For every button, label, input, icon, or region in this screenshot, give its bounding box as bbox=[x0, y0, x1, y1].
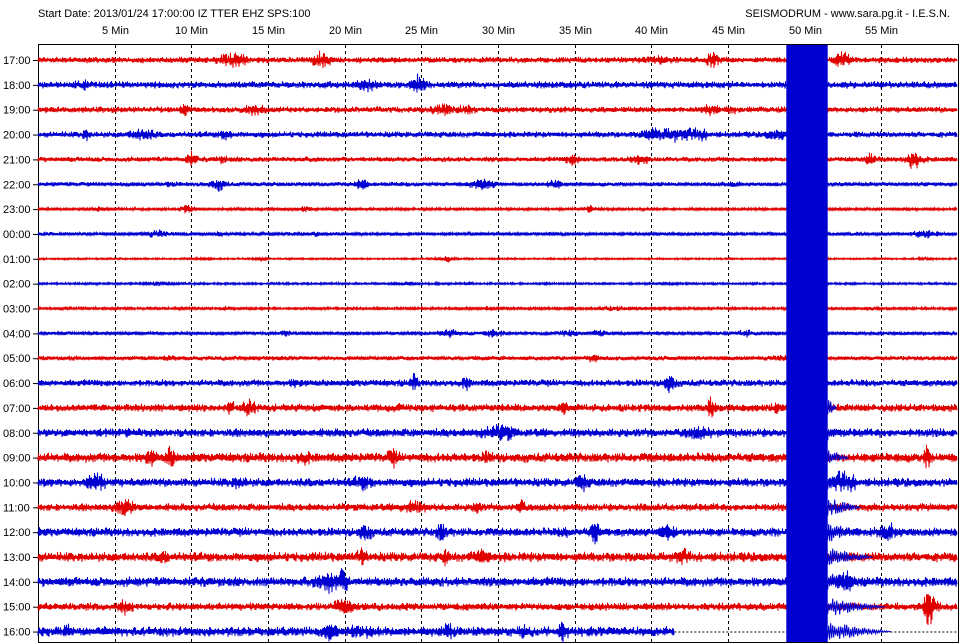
x-tick-label: 35 Min bbox=[559, 25, 592, 37]
hour-label: 02:00 bbox=[3, 279, 31, 291]
earthquake-event bbox=[786, 45, 891, 642]
event-coda bbox=[827, 499, 861, 516]
x-tick-label: 40 Min bbox=[635, 25, 668, 37]
event-coda bbox=[827, 524, 867, 542]
hour-label: 13:00 bbox=[3, 552, 31, 564]
hour-label: 23:00 bbox=[3, 204, 31, 216]
minute-tick-labels: 5 Min 10 Min 15 Min 20 Min 25 Min 30 Min 35 Mi… bbox=[102, 25, 898, 37]
hour-label: 20:00 bbox=[3, 130, 31, 142]
x-tick-label: 50 Min bbox=[789, 25, 822, 37]
header-start-info: Start Date: 2013/01/24 17:00:00 IZ TTER … bbox=[38, 8, 311, 20]
x-tick-label: 20 Min bbox=[329, 25, 362, 37]
hour-label: 00:00 bbox=[3, 229, 31, 241]
hour-label: 06:00 bbox=[3, 378, 31, 390]
event-coda bbox=[827, 400, 838, 415]
event-coda bbox=[827, 623, 891, 640]
hour-label: 04:00 bbox=[3, 328, 31, 340]
x-tick-label: 15 Min bbox=[252, 25, 285, 37]
hour-label: 01:00 bbox=[3, 254, 31, 266]
x-tick-label: 25 Min bbox=[405, 25, 438, 37]
event-coda bbox=[827, 450, 850, 463]
event-coda bbox=[827, 598, 885, 616]
plot-border bbox=[38, 44, 959, 643]
hour-label: 11:00 bbox=[3, 502, 30, 514]
hour-label: 05:00 bbox=[3, 353, 31, 365]
hour-label: 14:00 bbox=[3, 577, 31, 589]
event-coda bbox=[827, 476, 856, 490]
hour-label: 17:00 bbox=[3, 55, 31, 67]
hour-label: 21:00 bbox=[3, 154, 31, 166]
hour-label: 15:00 bbox=[3, 602, 31, 614]
hour-label: 22:00 bbox=[3, 179, 31, 191]
x-tick-label: 10 Min bbox=[175, 25, 208, 37]
hour-labels: 17:00 18:00 19:00 20:00 21:00 22:00 23:00 00:00… bbox=[3, 55, 38, 639]
hour-label: 03:00 bbox=[3, 304, 31, 316]
event-coda bbox=[827, 548, 873, 565]
hour-label: 08:00 bbox=[3, 428, 31, 440]
header-credit: SEISMODRUM - www.sara.pg.it - I.E.S.N. bbox=[745, 8, 950, 20]
x-tick-label: 30 Min bbox=[482, 25, 515, 37]
x-tick-label: 45 Min bbox=[712, 25, 745, 37]
hour-label: 09:00 bbox=[3, 453, 31, 465]
hour-label: 10:00 bbox=[3, 477, 31, 489]
hour-label: 16:00 bbox=[3, 627, 31, 639]
x-tick-label: 5 Min bbox=[102, 25, 129, 37]
event-coda bbox=[827, 428, 844, 441]
x-tick-label: 55 Min bbox=[865, 25, 898, 37]
hour-label: 12:00 bbox=[3, 527, 31, 539]
trace-row-1600 bbox=[37, 621, 675, 643]
hour-label: 18:00 bbox=[3, 80, 31, 92]
event-saturated-band bbox=[786, 45, 828, 642]
event-coda bbox=[827, 573, 879, 590]
hour-label: 07:00 bbox=[3, 403, 31, 415]
hour-label: 19:00 bbox=[3, 105, 31, 117]
